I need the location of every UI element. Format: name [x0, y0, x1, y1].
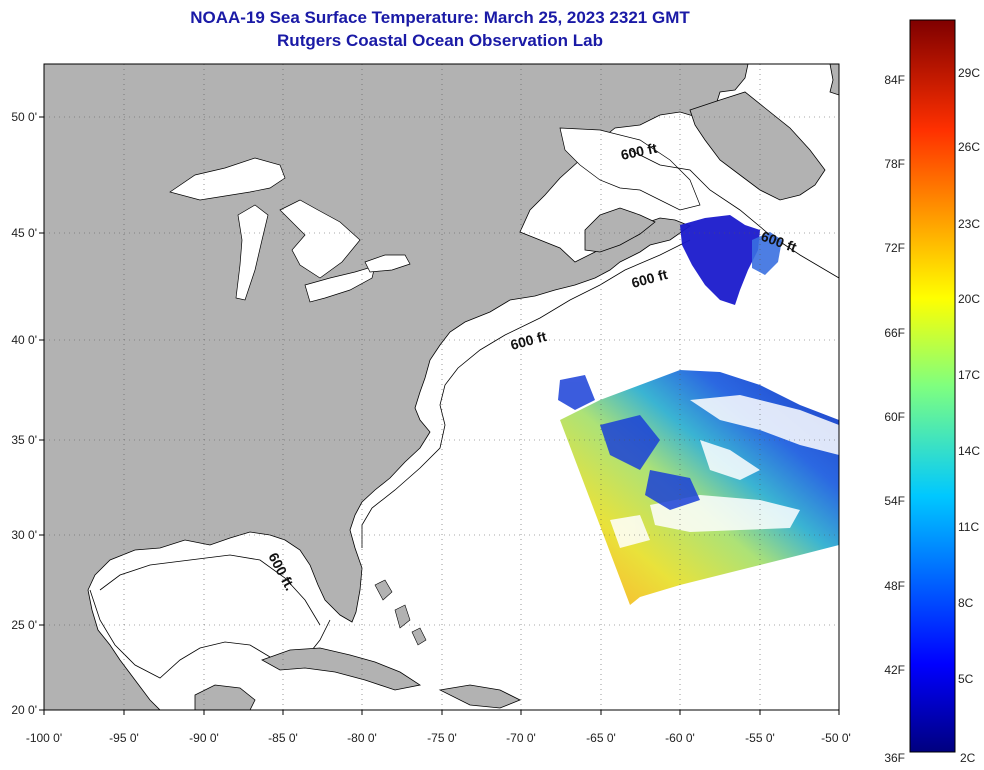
land-yucatan: [194, 684, 256, 710]
colorbar-f-label: 36F: [884, 751, 905, 765]
lon-ticks: [43, 710, 840, 715]
sst-cloud-mask: [610, 395, 839, 548]
lon-label: -95 0': [109, 731, 139, 745]
lat-label: 25 0': [11, 618, 37, 632]
lon-label: -100 0': [26, 731, 62, 745]
lat-label: 45 0': [11, 226, 37, 240]
colorbar-c-label: 8C: [958, 596, 974, 610]
colorbar-f-label: 42F: [884, 663, 905, 677]
map-subtitle: Rutgers Coastal Ocean Observation Lab: [277, 31, 603, 50]
lon-label: -65 0': [586, 731, 616, 745]
colorbar-c-label: 14C: [958, 444, 980, 458]
colorbar-c-label: 23C: [958, 217, 980, 231]
lon-label: -55 0': [745, 731, 775, 745]
colorbar-c-label: 11C: [958, 520, 979, 534]
gulf-st-lawrence: [559, 127, 701, 211]
land-cuba: [261, 647, 422, 691]
colorbar-c-label: 20C: [958, 292, 980, 306]
lat-label: 50 0': [11, 110, 37, 124]
colorbar-c-label: 2C: [960, 751, 976, 765]
land-north-america: [44, 64, 749, 710]
colorbar-c-label: 29C: [958, 66, 980, 80]
colorbar-f-label: 66F: [884, 326, 905, 340]
lon-label: -50 0': [821, 731, 851, 745]
colorbar-f-label: 72F: [884, 241, 905, 255]
lon-label: -90 0': [189, 731, 219, 745]
land-nova-scotia: [584, 207, 656, 253]
land-bahamas: [374, 579, 427, 646]
land-newfoundland: [689, 91, 826, 201]
colorbar-c-label: 26C: [958, 140, 980, 154]
colorbar-f-label: 78F: [884, 157, 905, 171]
sst-cold-streaks: [558, 375, 700, 510]
colorbar: [909, 19, 956, 753]
colorbar-f-label: 54F: [884, 494, 905, 508]
great-lakes: [169, 157, 411, 303]
map-title: NOAA-19 Sea Surface Temperature: March 2…: [190, 8, 690, 27]
lat-label: 20 0': [11, 703, 37, 717]
sst-scotian-patch: [752, 232, 782, 275]
depth-label: 600 ft: [619, 140, 658, 163]
sst-gulf-of-maine: [680, 215, 760, 305]
colorbar-f-label: 84F: [884, 73, 905, 87]
lat-label: 30 0': [11, 528, 37, 542]
colorbar-c-label: 17C: [958, 368, 980, 382]
lon-label: -85 0': [268, 731, 298, 745]
lon-label: -80 0': [347, 731, 377, 745]
land-greenland-fragment: [829, 64, 839, 96]
lon-label: -60 0': [665, 731, 695, 745]
colorbar-c-label: 5C: [958, 672, 974, 686]
lat-ticks: [39, 116, 44, 711]
lat-label: 40 0': [11, 333, 37, 347]
lat-label: 35 0': [11, 433, 37, 447]
lon-label: -75 0': [427, 731, 457, 745]
colorbar-f-label: 48F: [884, 579, 905, 593]
colorbar-f-label: 60F: [884, 410, 905, 424]
lon-label: -70 0': [506, 731, 536, 745]
land-hispaniola: [438, 684, 521, 709]
